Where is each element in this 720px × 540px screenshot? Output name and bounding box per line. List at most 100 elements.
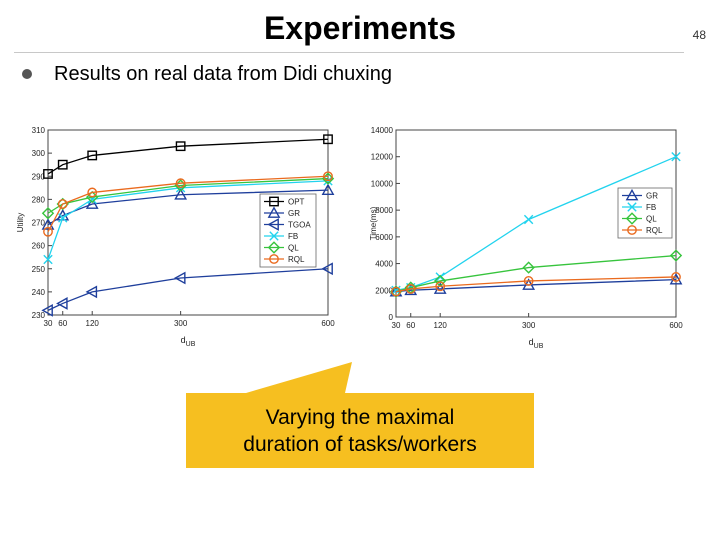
legend-marker: [627, 225, 637, 235]
x-tick-label: 30: [44, 319, 53, 328]
series-line: [47, 268, 329, 311]
y-tick-label: 12000: [371, 153, 394, 162]
data-point: [57, 159, 68, 170]
series-opt: [43, 134, 333, 179]
y-tick-label: 14000: [371, 126, 394, 135]
data-point: [669, 272, 683, 285]
legend-label: OPT: [288, 198, 305, 207]
data-point: [405, 284, 416, 294]
legend-label: GR: [288, 209, 300, 218]
legend-label: GR: [646, 192, 658, 201]
y-tick-label: 2000: [375, 286, 393, 295]
legend-marker: [627, 202, 637, 212]
y-tick-label: 310: [32, 126, 46, 135]
data-point: [41, 303, 53, 317]
data-point: [57, 199, 68, 209]
page-number: 48: [692, 28, 706, 42]
legend: GR FB QL RQL: [617, 187, 673, 239]
callout-box: Varying the maximal duration of tasks/wo…: [186, 393, 534, 468]
legend-marker: [625, 188, 639, 201]
y-tick-label: 4000: [375, 260, 393, 269]
slide-title: Experiments: [263, 10, 457, 46]
data-point: [523, 214, 534, 225]
y-tick-label: 10000: [371, 179, 394, 188]
x-tick-label: 60: [58, 319, 67, 328]
legend-label: RQL: [288, 255, 305, 264]
legend-marker: [625, 212, 639, 225]
data-point: [41, 218, 55, 230]
y-tick-label: 8000: [375, 206, 393, 215]
data-point: [671, 152, 681, 162]
data-point: [435, 272, 445, 282]
series-line: [47, 175, 329, 233]
x-tick-label: 120: [86, 319, 100, 328]
y-tick-label: 300: [32, 149, 46, 158]
legend-marker: [269, 196, 279, 207]
data-point: [43, 169, 53, 179]
y-axis-label: Time(ms): [369, 206, 378, 240]
y-tick-label: 0: [389, 313, 394, 322]
legend-marker: [269, 231, 279, 241]
legend-label: QL: [288, 244, 299, 253]
data-point: [43, 226, 53, 237]
data-point: [522, 261, 535, 274]
data-point: [173, 271, 186, 285]
callout-line-1: Varying the maximal: [265, 405, 455, 429]
legend-label: TGOA: [288, 221, 311, 230]
x-axis-label: dUB: [181, 335, 196, 348]
y-tick-label: 290: [32, 172, 46, 181]
y-tick-label: 6000: [375, 233, 393, 242]
y-axis-label: Utility: [16, 213, 25, 233]
data-point: [175, 178, 186, 189]
series-line: [47, 138, 329, 175]
x-tick-label: 300: [174, 319, 188, 328]
legend-marker: [267, 241, 281, 254]
data-point: [58, 213, 68, 223]
series-tgoa: [41, 262, 333, 317]
x-tick-label: 600: [321, 319, 335, 328]
y-tick-label: 230: [32, 311, 46, 320]
x-tick-label: 30: [392, 321, 401, 330]
data-point: [87, 150, 98, 161]
data-point: [523, 276, 534, 286]
data-point: [56, 297, 68, 310]
legend-marker: [267, 218, 279, 231]
data-point: [671, 272, 681, 282]
x-tick-label: 600: [669, 321, 683, 330]
legend-label: FB: [288, 232, 298, 241]
data-point: [321, 183, 335, 196]
data-point: [43, 254, 53, 265]
legend-label: RQL: [646, 226, 663, 235]
data-point: [85, 285, 98, 299]
legend-marker: [269, 254, 279, 264]
x-tick-label: 300: [522, 321, 536, 330]
data-point: [85, 197, 99, 209]
data-point: [41, 207, 55, 220]
series-line: [395, 278, 677, 293]
legend-label: QL: [646, 215, 657, 224]
series-line: [395, 276, 677, 293]
bullet-row: Results on real data from Didi chuxing: [22, 60, 392, 88]
data-point: [323, 171, 333, 182]
data-point: [174, 188, 188, 200]
bullet-icon: [22, 69, 32, 79]
x-tick-label: 60: [406, 321, 415, 330]
y-tick-label: 240: [32, 288, 46, 297]
data-point: [391, 286, 401, 297]
time-chart: 0 2000 4000 6000 8000 10000 12000 14000 30 60 120 3…: [369, 126, 683, 350]
y-tick-label: 270: [32, 219, 46, 228]
y-tick-label: 250: [32, 265, 46, 274]
legend-marker: [267, 206, 281, 218]
y-tick-label: 280: [32, 195, 46, 204]
data-point: [175, 141, 186, 152]
data-point: [87, 187, 98, 198]
data-point: [323, 134, 333, 145]
series-line: [395, 254, 677, 293]
series-rql: [391, 272, 681, 297]
y-tick-label: 260: [32, 242, 46, 251]
data-point: [321, 262, 333, 276]
callout-line-2: duration of tasks/workers: [243, 432, 477, 456]
legend: OPT GR TGOA FB QL RQL: [259, 193, 317, 268]
title-divider: [14, 52, 684, 53]
